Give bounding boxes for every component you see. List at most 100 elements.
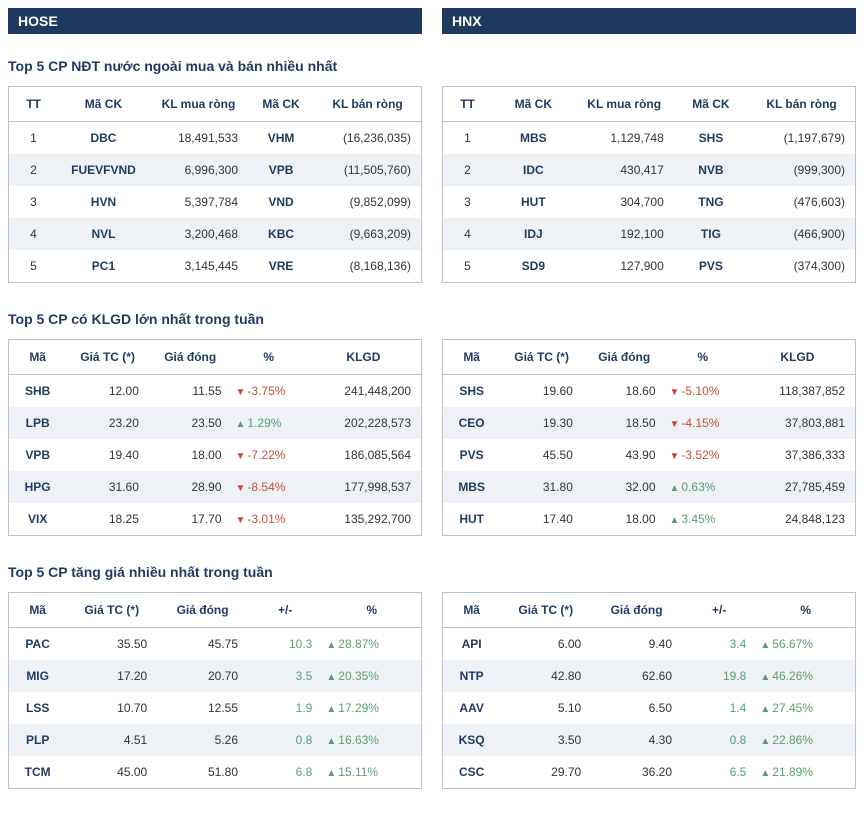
table-row: 3 HVN 5,397,784 VND (9,852,099) bbox=[9, 186, 422, 218]
cell-code: HUT bbox=[443, 503, 501, 536]
cell-sell-code: KBC bbox=[248, 218, 314, 250]
cell-sell-vol: (1,197,679) bbox=[748, 122, 855, 155]
arrow-down-icon: ▼ bbox=[236, 451, 246, 462]
cell-pct: ▼-3.01% bbox=[232, 503, 306, 536]
arrow-up-icon: ▲ bbox=[236, 419, 246, 430]
cell-buy-vol: 127,900 bbox=[575, 250, 674, 283]
cell-pct: ▲56.67% bbox=[756, 628, 855, 661]
arrow-down-icon: ▼ bbox=[670, 451, 680, 462]
cell-sell-code: SHS bbox=[674, 122, 748, 155]
table-row: CSC 29.70 36.20 6.5 ▲21.89% bbox=[443, 756, 856, 789]
cell-pct: ▲28.87% bbox=[322, 628, 421, 661]
cell-ref: 19.60 bbox=[500, 375, 583, 408]
table-row: AAV 5.10 6.50 1.4 ▲27.45% bbox=[443, 692, 856, 724]
cell-ref: 17.40 bbox=[500, 503, 583, 536]
cell-ref: 19.40 bbox=[66, 439, 149, 471]
th-ma1: Mã CK bbox=[58, 87, 149, 122]
cell-sell-vol: (374,300) bbox=[748, 250, 855, 283]
hose-volume-table: Mã Giá TC (*) Giá đóng % KLGD SHB 12.00 … bbox=[8, 339, 422, 536]
cell-code: VPB bbox=[9, 439, 67, 471]
th-chg: +/- bbox=[682, 593, 756, 628]
cell-ref: 6.00 bbox=[500, 628, 591, 661]
cell-chg: 0.8 bbox=[248, 724, 322, 756]
section2-title: Top 5 CP có KLGD lớn nhất trong tuần bbox=[8, 311, 856, 327]
table-row: TCM 45.00 51.80 6.8 ▲15.11% bbox=[9, 756, 422, 789]
cell-buy-code: SD9 bbox=[492, 250, 575, 283]
section3-title: Top 5 CP tăng giá nhiều nhất trong tuần bbox=[8, 564, 856, 580]
cell-chg: 6.8 bbox=[248, 756, 322, 789]
table-row: MIG 17.20 20.70 3.5 ▲20.35% bbox=[9, 660, 422, 692]
cell-code: PVS bbox=[443, 439, 501, 471]
cell-ref: 45.00 bbox=[66, 756, 157, 789]
cell-sell-vol: (8,168,136) bbox=[314, 250, 421, 283]
table-row: 5 SD9 127,900 PVS (374,300) bbox=[443, 250, 856, 283]
th-buy: KL mua ròng bbox=[575, 87, 674, 122]
table-row: API 6.00 9.40 3.4 ▲56.67% bbox=[443, 628, 856, 661]
table-row: LSS 10.70 12.55 1.9 ▲17.29% bbox=[9, 692, 422, 724]
cell-close: 17.70 bbox=[149, 503, 232, 536]
cell-tt: 4 bbox=[443, 218, 493, 250]
table-row: HPG 31.60 28.90 ▼-8.54% 177,998,537 bbox=[9, 471, 422, 503]
hnx-foreign-body: 1 MBS 1,129,748 SHS (1,197,679) 2 IDC 43… bbox=[443, 122, 856, 283]
cell-ref: 29.70 bbox=[500, 756, 591, 789]
cell-chg: 19.8 bbox=[682, 660, 756, 692]
table-row: 3 HUT 304,700 TNG (476,603) bbox=[443, 186, 856, 218]
cell-sell-vol: (466,900) bbox=[748, 218, 855, 250]
cell-buy-code: DBC bbox=[58, 122, 149, 155]
hnx-foreign-table: TT Mã CK KL mua ròng Mã CK KL bán ròng 1… bbox=[442, 86, 856, 283]
cell-vol: 135,292,700 bbox=[306, 503, 422, 536]
table-row: CEO 19.30 18.50 ▼-4.15% 37,803,881 bbox=[443, 407, 856, 439]
th-vol: KLGD bbox=[306, 340, 422, 375]
cell-ref: 35.50 bbox=[66, 628, 157, 661]
th-close: Giá đóng bbox=[149, 340, 232, 375]
cell-close: 11.55 bbox=[149, 375, 232, 408]
cell-code: AAV bbox=[443, 692, 501, 724]
th-ref: Giá TC (*) bbox=[500, 340, 583, 375]
cell-close: 6.50 bbox=[591, 692, 682, 724]
cell-vol: 186,085,564 bbox=[306, 439, 422, 471]
cell-pct: ▲0.63% bbox=[666, 471, 740, 503]
table-row: PLP 4.51 5.26 0.8 ▲16.63% bbox=[9, 724, 422, 756]
cell-buy-code: HVN bbox=[58, 186, 149, 218]
hose-gainers-body: PAC 35.50 45.75 10.3 ▲28.87% MIG 17.20 2… bbox=[9, 628, 422, 789]
arrow-down-icon: ▼ bbox=[236, 387, 246, 398]
cell-tt: 1 bbox=[9, 122, 59, 155]
cell-buy-vol: 6,996,300 bbox=[149, 154, 248, 186]
cell-pct: ▲22.86% bbox=[756, 724, 855, 756]
table-row: PVS 45.50 43.90 ▼-3.52% 37,386,333 bbox=[443, 439, 856, 471]
table-row: KSQ 3.50 4.30 0.8 ▲22.86% bbox=[443, 724, 856, 756]
cell-tt: 5 bbox=[9, 250, 59, 283]
cell-close: 45.75 bbox=[157, 628, 248, 661]
cell-pct: ▼-7.22% bbox=[232, 439, 306, 471]
cell-tt: 1 bbox=[443, 122, 493, 155]
th-pct: % bbox=[756, 593, 855, 628]
table-row: VIX 18.25 17.70 ▼-3.01% 135,292,700 bbox=[9, 503, 422, 536]
arrow-up-icon: ▲ bbox=[760, 672, 770, 683]
cell-buy-vol: 1,129,748 bbox=[575, 122, 674, 155]
table-row: 4 NVL 3,200,468 KBC (9,663,209) bbox=[9, 218, 422, 250]
table-row: 2 FUEVFVND 6,996,300 VPB (11,505,760) bbox=[9, 154, 422, 186]
th-vol: KLGD bbox=[740, 340, 856, 375]
cell-code: LPB bbox=[9, 407, 67, 439]
hnx-gainers-table: Mã Giá TC (*) Giá đóng +/- % API 6.00 9.… bbox=[442, 592, 856, 789]
arrow-up-icon: ▲ bbox=[326, 768, 336, 779]
table-row: SHS 19.60 18.60 ▼-5.10% 118,387,852 bbox=[443, 375, 856, 408]
th-pct: % bbox=[232, 340, 306, 375]
hose-gainers-table: Mã Giá TC (*) Giá đóng +/- % PAC 35.50 4… bbox=[8, 592, 422, 789]
table-row: PAC 35.50 45.75 10.3 ▲28.87% bbox=[9, 628, 422, 661]
th-pct: % bbox=[666, 340, 740, 375]
cell-pct: ▼-5.10% bbox=[666, 375, 740, 408]
arrow-up-icon: ▲ bbox=[326, 640, 336, 651]
arrow-down-icon: ▼ bbox=[670, 387, 680, 398]
hnx-volume-table: Mã Giá TC (*) Giá đóng % KLGD SHS 19.60 … bbox=[442, 339, 856, 536]
arrow-up-icon: ▲ bbox=[326, 672, 336, 683]
cell-code: CSC bbox=[443, 756, 501, 789]
th-ma2: Mã CK bbox=[674, 87, 748, 122]
cell-buy-code: PC1 bbox=[58, 250, 149, 283]
cell-chg: 1.4 bbox=[682, 692, 756, 724]
cell-close: 43.90 bbox=[583, 439, 666, 471]
arrow-down-icon: ▼ bbox=[236, 515, 246, 526]
cell-chg: 1.9 bbox=[248, 692, 322, 724]
cell-code: MIG bbox=[9, 660, 67, 692]
th-ma1: Mã CK bbox=[492, 87, 575, 122]
